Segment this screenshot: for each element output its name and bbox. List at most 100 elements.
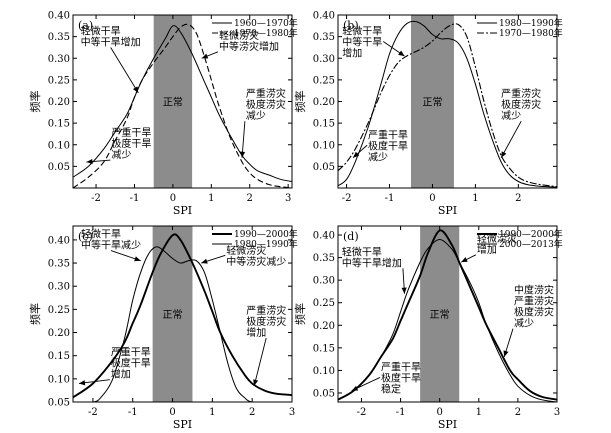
y-tick-label: 0.15 — [48, 351, 70, 362]
annotation-text: 极度涝灾 — [501, 98, 541, 111]
legend-entry: 1980—1990年 — [499, 17, 563, 29]
annotation-text: 增加 — [477, 243, 497, 256]
panel-a: -2 -1 0 1 2 3 0.05 0.10 0.15 0.20 0.25 0.30 0.35 0.40… — [28, 11, 298, 218]
y-axis-label: 频率 — [293, 303, 307, 325]
y-axis-label: 频率 — [28, 303, 42, 325]
annotation-text: 极度干旱 — [111, 357, 151, 370]
annotation-text: 减少 — [368, 151, 388, 163]
annotation-text: 减少 — [111, 149, 131, 161]
y-tick-label: 0.10 — [313, 140, 335, 151]
legend-entry: 1980—1990年 — [234, 238, 298, 250]
x-tick-label: 0 — [170, 193, 176, 204]
y-tick-label: 0.40 — [313, 231, 335, 242]
annotation-arrow — [253, 337, 267, 386]
y-tick-label: 0.40 — [313, 11, 335, 22]
y-tick-label: 0.35 — [48, 32, 70, 43]
normal-region — [153, 15, 193, 188]
annotation-text: 极度涝灾 — [514, 306, 554, 319]
annotation-text: 严重涝灾 — [246, 304, 286, 317]
annotation-text: 严重涝灾 — [514, 295, 554, 308]
y-tick-label: 0.20 — [313, 97, 335, 108]
plot-frame — [337, 225, 558, 403]
annotation-arrowhead — [398, 50, 405, 57]
x-tick-label: 3 — [289, 407, 295, 418]
annotation-text: 增加 — [111, 368, 131, 381]
y-tick-label: 0.20 — [313, 321, 335, 332]
annotation-text: 严重涝灾 — [246, 87, 286, 100]
y-tick-label: 0.30 — [313, 276, 335, 287]
annotation-text: 中等干旱增加 — [81, 35, 141, 48]
series-line-1 — [73, 23, 292, 188]
y-tick-label: 0.20 — [48, 328, 70, 339]
annotation-text: 极度干旱 — [368, 139, 408, 152]
series-line-1 — [338, 238, 557, 402]
y-tick-label: 0.25 — [313, 298, 335, 309]
annotation-arrowhead — [239, 151, 246, 158]
annotation-arrowhead — [253, 379, 259, 386]
annotation-text: 中等涝灾增加 — [219, 40, 279, 53]
annotation-arrow — [110, 47, 139, 94]
panel-b: -2 -1 0 1 2 0.05 0.10 0.15 0.20 0.25 0.30 0.35 0.40 S… — [293, 11, 563, 218]
x-axis-label: SPI — [173, 204, 192, 217]
annotation-text: 极度干旱 — [381, 371, 421, 384]
x-tick-label: -2 — [91, 193, 101, 204]
panel-label: (d) — [343, 230, 359, 243]
panel-label: (b) — [343, 19, 359, 32]
legend-entry: 1990—2000年 — [499, 228, 563, 240]
annotation-text: 轻微干旱 — [342, 24, 382, 37]
annotation-text: 轻微涝灾 — [219, 29, 259, 42]
annotation-text: 严重干旱 — [111, 126, 151, 139]
normal-region-label: 正常 — [430, 308, 450, 321]
x-tick-label: -1 — [130, 193, 140, 204]
y-axis-label: 频率 — [293, 91, 307, 113]
annotation-arrowhead — [461, 257, 468, 263]
series-line-1 — [73, 246, 292, 402]
annotation-text: 中度涝灾 — [514, 284, 554, 297]
annotation-text: 轻微涝灾 — [226, 244, 266, 257]
x-tick-label: -1 — [128, 407, 138, 418]
x-axis-label: SPI — [173, 418, 192, 431]
normal-region-label: 正常 — [422, 96, 442, 109]
x-tick-label: 2 — [515, 407, 521, 418]
legend-entry: 2000—2013年 — [499, 238, 563, 250]
series-line-0 — [73, 25, 292, 182]
y-tick-label: 0.25 — [48, 75, 70, 86]
y-tick-label: 0.40 — [48, 235, 70, 246]
y-tick-label: 0.30 — [313, 54, 335, 65]
annotation-text: 严重涝灾 — [501, 87, 541, 100]
y-tick-label: 0.15 — [313, 343, 335, 354]
y-tick-label: 0.25 — [48, 305, 70, 316]
x-tick-label: 0 — [429, 193, 435, 204]
panel-c: -2 -1 0 1 2 3 0.05 0.10 0.15 0.20 0.25 0.30 0.35 0.40… — [28, 225, 298, 431]
annotation-arrowhead — [86, 158, 93, 165]
x-tick-label: -2 — [88, 407, 98, 418]
annotation-arrowhead — [351, 385, 359, 391]
legend-entry: 1990—2000年 — [234, 228, 298, 240]
x-tick-label: 1 — [476, 407, 482, 418]
y-tick-label: 0.05 — [48, 162, 70, 173]
annotation-text: 极度涝灾 — [246, 315, 286, 328]
annotation-arrowhead — [78, 380, 86, 386]
series-line-0 — [338, 20, 557, 188]
series-line-1 — [338, 23, 557, 188]
annotation-arrowhead — [353, 151, 360, 158]
plot-frame — [72, 225, 293, 403]
x-axis-label: SPI — [438, 204, 457, 217]
y-tick-label: 0.15 — [313, 119, 335, 130]
series-line-0 — [73, 233, 292, 399]
annotation-arrowhead — [503, 350, 509, 357]
annotation-text: 中等涝灾减少 — [226, 255, 286, 268]
y-tick-label: 0.10 — [313, 366, 335, 377]
x-tick-label: -1 — [396, 407, 406, 418]
annotation-text: 轻微干旱 — [342, 245, 382, 258]
legend-entry: 1970—1980年 — [234, 27, 298, 39]
normal-region-label: 正常 — [163, 96, 183, 109]
annotation-text: 增加 — [342, 46, 362, 59]
panel-label: (c) — [78, 230, 93, 243]
annotation-arrowhead — [132, 86, 139, 93]
annotation-text: 减少 — [501, 110, 521, 122]
y-tick-label: 0.40 — [48, 11, 70, 22]
y-tick-label: 0.20 — [48, 97, 70, 108]
y-tick-label: 0.05 — [313, 388, 335, 399]
annotation-arrow — [241, 121, 246, 158]
